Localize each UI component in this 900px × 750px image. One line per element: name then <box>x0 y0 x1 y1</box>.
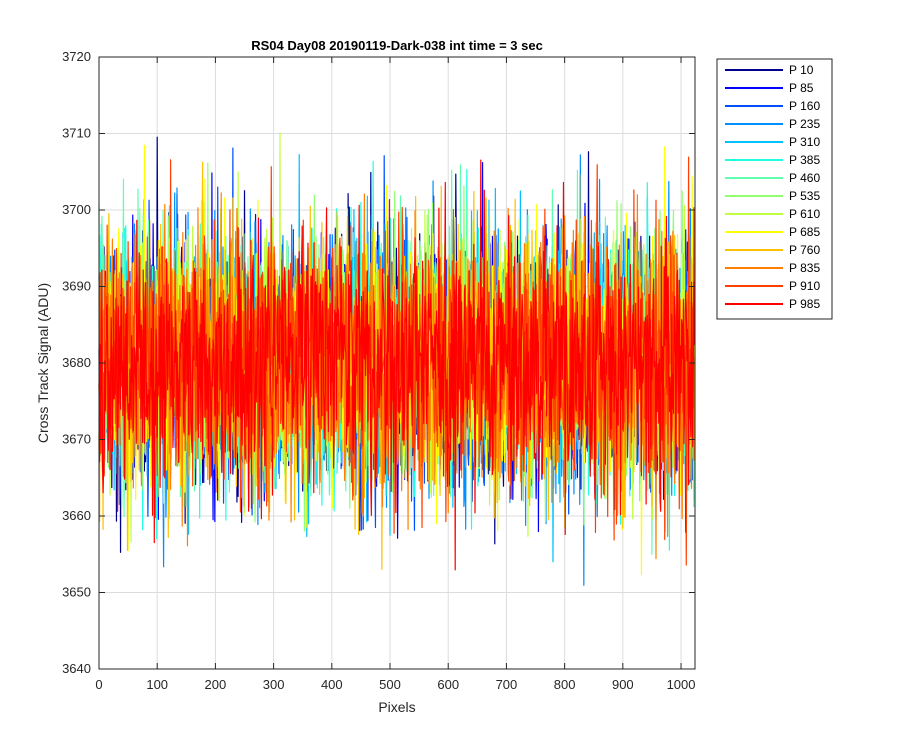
x-tick-label: 300 <box>263 677 285 692</box>
y-tick-label: 3680 <box>62 355 91 370</box>
legend-label: P 610 <box>789 207 820 221</box>
legend-item: P 835 <box>725 261 820 275</box>
y-tick-label: 3710 <box>62 126 91 141</box>
legend-label: P 835 <box>789 261 820 275</box>
legend-label: P 235 <box>789 117 820 131</box>
legend-item: P 760 <box>725 243 820 257</box>
y-ticks: 3640 3650 3660 3670 3680 3690 3700 3710 3720 <box>62 49 695 676</box>
legend-item: P 160 <box>725 99 820 113</box>
legend-label: P 310 <box>789 135 820 149</box>
x-axis-label: Pixels <box>378 699 415 715</box>
legend-item: P 985 <box>725 297 820 311</box>
x-tick-label: 400 <box>321 677 343 692</box>
y-tick-label: 3650 <box>62 585 91 600</box>
y-tick-label: 3640 <box>62 661 91 676</box>
x-tick-label: 1000 <box>667 677 696 692</box>
x-tick-label: 100 <box>146 677 168 692</box>
legend-box <box>716 58 833 320</box>
x-tick-label: 600 <box>437 677 459 692</box>
x-tick-label: 500 <box>379 677 401 692</box>
legend-item: P 85 <box>725 81 814 95</box>
x-ticks: 0 100 200 300 400 500 600 700 800 900 1000 <box>95 57 695 692</box>
legend-label: P 535 <box>789 189 820 203</box>
legend-item: P 10 <box>725 63 814 77</box>
legend-label: P 985 <box>789 297 820 311</box>
legend: P 10 P 85 P 160 P 235 P 310 P 385 P 460 P 535 P … <box>716 58 833 320</box>
legend-item: P 685 <box>725 225 820 239</box>
legend-item: P 385 <box>725 153 820 167</box>
x-tick-label: 200 <box>205 677 227 692</box>
legend-label: P 160 <box>789 99 820 113</box>
plot-lines <box>98 132 696 586</box>
legend-label: P 910 <box>789 279 820 293</box>
y-tick-label: 3700 <box>62 202 91 217</box>
legend-item: P 610 <box>725 207 820 221</box>
y-tick-label: 3670 <box>62 432 91 447</box>
legend-item: P 460 <box>725 171 820 185</box>
legend-item: P 310 <box>725 135 820 149</box>
chart-title: RS04 Day08 20190119-Dark-038 int time = … <box>251 38 543 53</box>
x-tick-label: 900 <box>612 677 634 692</box>
y-tick-label: 3720 <box>62 49 91 64</box>
x-tick-label: 700 <box>496 677 518 692</box>
legend-item: P 910 <box>725 279 820 293</box>
series-line-p-985 <box>98 159 696 571</box>
legend-label: P 10 <box>789 63 814 77</box>
legend-label: P 460 <box>789 171 820 185</box>
y-tick-label: 3690 <box>62 279 91 294</box>
legend-label: P 685 <box>789 225 820 239</box>
y-tick-label: 3660 <box>62 508 91 523</box>
y-axis-label: Cross Track Signal (ADU) <box>35 283 51 443</box>
legend-label: P 385 <box>789 153 820 167</box>
legend-label: P 760 <box>789 243 820 257</box>
x-tick-label: 0 <box>95 677 102 692</box>
legend-label: P 85 <box>789 81 814 95</box>
x-tick-label: 800 <box>554 677 576 692</box>
legend-item: P 235 <box>725 117 820 131</box>
legend-item: P 535 <box>725 189 820 203</box>
